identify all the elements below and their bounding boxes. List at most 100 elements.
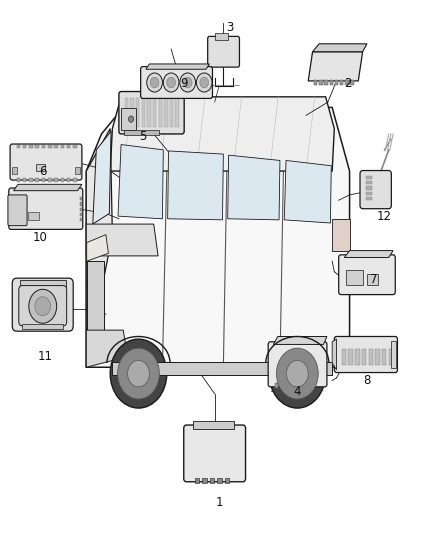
Bar [355,349,360,365]
Circle shape [180,73,195,92]
FancyBboxPatch shape [208,36,240,67]
Bar [73,144,77,148]
Bar [136,99,139,127]
Bar [176,99,179,127]
Polygon shape [86,330,127,367]
Bar [314,80,318,85]
Polygon shape [308,52,363,81]
Polygon shape [284,160,331,223]
Bar [22,324,63,329]
Text: 3: 3 [226,21,233,35]
Bar [225,478,229,483]
Bar [67,144,71,148]
Bar [147,99,151,127]
Bar [73,179,77,182]
Bar [48,144,52,148]
Bar [80,197,82,200]
Circle shape [29,289,57,323]
Bar [366,197,372,200]
FancyBboxPatch shape [12,278,73,331]
Bar [362,349,366,365]
Bar [141,99,145,127]
Polygon shape [313,44,367,52]
Polygon shape [118,144,163,219]
Bar [28,212,39,220]
Text: 9: 9 [180,77,188,90]
Bar [20,280,66,287]
Polygon shape [87,261,104,335]
Text: 5: 5 [139,130,147,143]
Bar [345,80,349,85]
Circle shape [127,360,149,387]
Polygon shape [273,336,327,344]
Bar [275,383,278,389]
FancyBboxPatch shape [141,67,212,99]
FancyBboxPatch shape [360,171,391,209]
Bar [286,383,290,389]
Bar [113,362,332,375]
Bar [130,99,134,127]
Text: 11: 11 [37,350,53,363]
Bar [366,192,372,195]
Bar [366,181,372,184]
Polygon shape [87,235,109,261]
Circle shape [128,116,134,122]
Bar [80,213,82,216]
Polygon shape [332,219,350,251]
Bar [29,179,33,182]
FancyBboxPatch shape [184,425,246,482]
Bar [42,179,45,182]
Circle shape [276,348,318,399]
Bar [170,99,173,127]
Bar [159,99,162,127]
Text: 7: 7 [370,273,377,286]
Bar [369,349,373,365]
Bar [375,349,380,365]
Circle shape [163,73,179,92]
Bar [215,33,228,39]
Bar [202,478,207,483]
Bar [217,478,222,483]
Text: 2: 2 [344,77,351,90]
FancyBboxPatch shape [8,195,27,225]
Polygon shape [14,184,82,191]
Text: 1: 1 [215,496,223,509]
Text: 10: 10 [33,231,48,244]
Circle shape [110,339,167,408]
Bar [60,179,64,182]
Bar [366,176,372,179]
Bar [48,179,52,182]
FancyBboxPatch shape [119,92,184,134]
FancyBboxPatch shape [268,342,327,387]
Circle shape [200,77,208,88]
FancyBboxPatch shape [19,286,67,326]
Bar [54,179,58,182]
Bar [329,80,333,85]
Bar [67,179,71,182]
FancyBboxPatch shape [10,144,82,180]
Bar [17,144,20,148]
Bar [124,130,159,135]
Bar [35,144,39,148]
Polygon shape [146,64,209,69]
Bar [75,167,80,174]
Polygon shape [110,97,334,171]
Bar [342,349,346,365]
Bar [17,179,20,182]
Circle shape [150,77,159,88]
Bar [195,478,199,483]
Bar [121,109,136,130]
Circle shape [196,73,212,92]
Text: 4: 4 [293,385,301,398]
Bar [153,99,156,127]
Circle shape [35,297,50,316]
Circle shape [117,348,159,399]
Text: 8: 8 [363,374,371,387]
Bar [324,80,328,85]
Circle shape [269,339,325,408]
Bar [297,383,301,389]
Bar [35,179,39,182]
Polygon shape [228,155,280,220]
FancyBboxPatch shape [9,188,83,229]
Bar [349,349,353,365]
